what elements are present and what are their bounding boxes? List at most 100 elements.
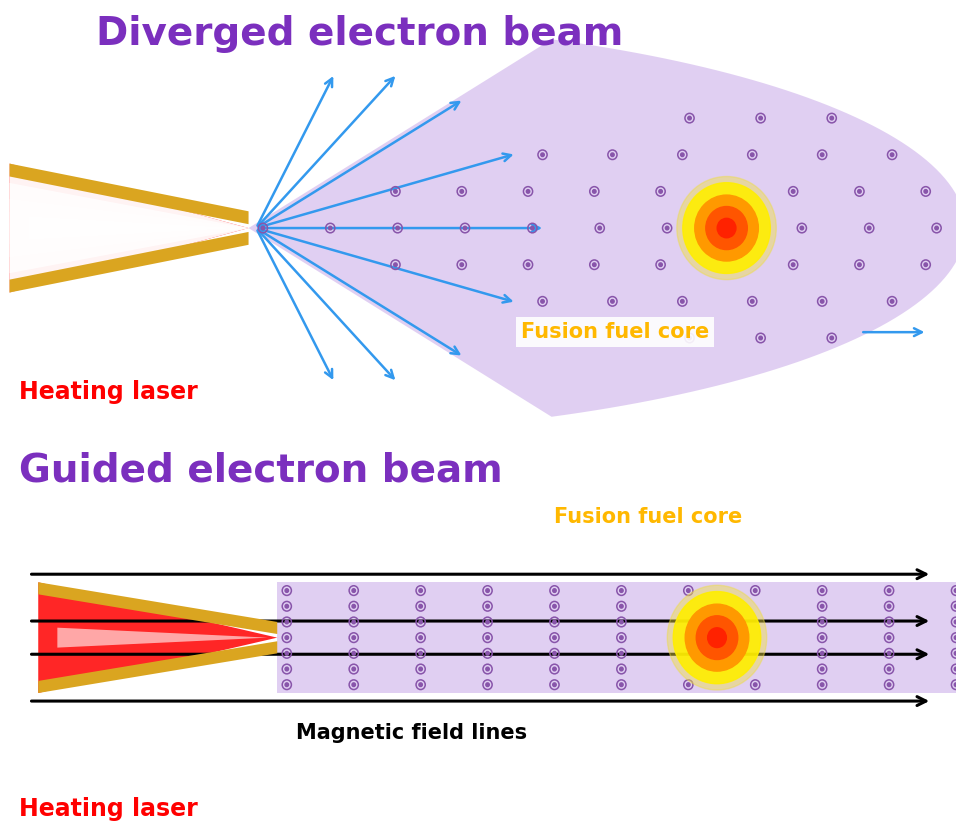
Circle shape (681, 300, 684, 303)
Circle shape (285, 589, 289, 592)
Text: Fusion fuel core: Fusion fuel core (521, 322, 709, 342)
Circle shape (285, 652, 289, 655)
Circle shape (750, 300, 754, 303)
Text: Guided electron beam: Guided electron beam (19, 451, 503, 489)
Circle shape (820, 300, 824, 303)
Polygon shape (10, 164, 249, 224)
Circle shape (541, 153, 544, 157)
Text: Diverged electron beam: Diverged electron beam (96, 15, 623, 53)
Circle shape (285, 683, 289, 686)
Polygon shape (38, 641, 277, 693)
Circle shape (954, 636, 956, 639)
Circle shape (695, 195, 758, 261)
Circle shape (820, 589, 824, 592)
Circle shape (830, 336, 834, 340)
Circle shape (619, 620, 623, 623)
Circle shape (352, 683, 356, 686)
Circle shape (659, 263, 663, 267)
Circle shape (820, 667, 824, 671)
Circle shape (486, 636, 489, 639)
Circle shape (792, 190, 794, 193)
Circle shape (686, 683, 690, 686)
Text: Fusion fuel core: Fusion fuel core (554, 507, 743, 527)
Circle shape (696, 616, 738, 659)
Circle shape (683, 183, 771, 274)
Circle shape (717, 218, 736, 237)
Polygon shape (10, 232, 249, 293)
Circle shape (750, 153, 754, 157)
Circle shape (352, 636, 356, 639)
Circle shape (753, 589, 757, 592)
Circle shape (820, 620, 824, 623)
Circle shape (706, 206, 748, 249)
Circle shape (593, 190, 596, 193)
Text: Magnetic field lines: Magnetic field lines (295, 723, 527, 743)
Circle shape (820, 652, 824, 655)
Circle shape (887, 604, 891, 608)
Circle shape (820, 636, 824, 639)
Polygon shape (57, 628, 268, 648)
Circle shape (352, 604, 356, 608)
Circle shape (419, 683, 423, 686)
Circle shape (924, 263, 927, 267)
Circle shape (887, 589, 891, 592)
Text: Heating laser: Heating laser (19, 797, 198, 821)
Circle shape (890, 300, 894, 303)
Circle shape (553, 683, 556, 686)
Circle shape (486, 589, 489, 592)
Circle shape (419, 604, 423, 608)
Circle shape (352, 620, 356, 623)
Circle shape (352, 652, 356, 655)
Circle shape (541, 300, 544, 303)
Circle shape (553, 620, 556, 623)
Circle shape (887, 636, 891, 639)
Circle shape (759, 336, 762, 340)
Circle shape (419, 620, 423, 623)
Circle shape (285, 620, 289, 623)
Circle shape (486, 604, 489, 608)
Circle shape (419, 589, 423, 592)
Circle shape (531, 227, 534, 230)
Circle shape (890, 153, 894, 157)
Circle shape (396, 227, 400, 230)
Circle shape (460, 190, 464, 193)
Polygon shape (10, 199, 249, 257)
Circle shape (858, 263, 861, 267)
Circle shape (887, 652, 891, 655)
Circle shape (611, 153, 614, 157)
Circle shape (619, 667, 623, 671)
Circle shape (527, 263, 530, 267)
Circle shape (954, 604, 956, 608)
Circle shape (830, 117, 834, 120)
Circle shape (486, 652, 489, 655)
Circle shape (954, 589, 956, 592)
Polygon shape (10, 164, 249, 293)
Circle shape (419, 636, 423, 639)
Circle shape (464, 227, 467, 230)
Circle shape (753, 683, 757, 686)
Polygon shape (249, 39, 956, 417)
Circle shape (792, 263, 794, 267)
Circle shape (486, 667, 489, 671)
Circle shape (553, 667, 556, 671)
Circle shape (858, 190, 861, 193)
Circle shape (553, 604, 556, 608)
Circle shape (285, 604, 289, 608)
Circle shape (352, 667, 356, 671)
Circle shape (935, 227, 939, 230)
Circle shape (685, 604, 749, 671)
Circle shape (800, 227, 804, 230)
Circle shape (527, 190, 530, 193)
Circle shape (553, 652, 556, 655)
Circle shape (867, 227, 871, 230)
Circle shape (687, 336, 691, 340)
Circle shape (667, 586, 767, 690)
Polygon shape (38, 582, 277, 634)
Circle shape (686, 589, 690, 592)
Circle shape (553, 636, 556, 639)
Circle shape (665, 227, 669, 230)
Circle shape (419, 652, 423, 655)
Polygon shape (10, 212, 249, 244)
Circle shape (486, 683, 489, 686)
Circle shape (759, 117, 762, 120)
